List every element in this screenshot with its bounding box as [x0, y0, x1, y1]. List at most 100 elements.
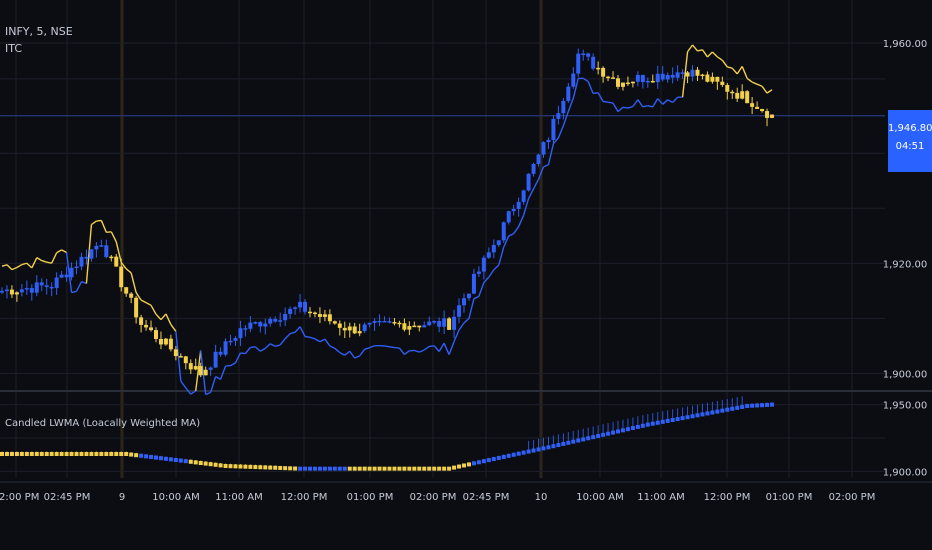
candle-body-45	[223, 341, 228, 355]
candle-body-59	[293, 307, 298, 309]
trailing-line-seg-25	[120, 261, 127, 270]
candle-body-55	[273, 319, 278, 322]
indicator-label[interactable]: ITC	[5, 42, 22, 55]
trailing-line-seg-70	[344, 350, 351, 356]
candle-body-145	[720, 81, 725, 85]
trailing-line-seg-53	[259, 347, 266, 352]
lower-body-12	[59, 452, 64, 456]
candle-body-143	[710, 76, 715, 82]
trailing-line-seg-138	[681, 51, 689, 98]
price-axis-label-1: 1,920.00	[883, 259, 928, 270]
candle-body-115	[571, 73, 576, 87]
trailing-line-seg-55	[269, 343, 276, 347]
candle-body-34	[168, 338, 173, 350]
candle-body-58	[288, 308, 293, 314]
candle-body-118	[586, 53, 591, 57]
candle-body-10	[49, 286, 54, 289]
time-axis-label-2: 9	[119, 492, 125, 503]
trailing-line-seg-143	[706, 51, 713, 58]
lower-body-94	[466, 462, 471, 467]
candle-body-33	[163, 338, 168, 345]
trailing-line-seg-39	[190, 390, 197, 395]
lower-body-116	[576, 438, 581, 443]
trailing-line-seg-38	[185, 387, 192, 395]
candle-body-65	[322, 314, 327, 317]
trailing-line-seg-73	[359, 348, 366, 357]
lower-body-58	[288, 466, 293, 471]
candle-body-94	[466, 293, 471, 299]
lower-body-119	[591, 435, 596, 440]
trailing-line-seg-89	[438, 342, 445, 352]
candle-body-155	[770, 114, 774, 118]
lower-pane-title[interactable]: Candled LWMA (Loacally Weighted MA)	[5, 418, 201, 429]
lower-body-39	[193, 460, 198, 465]
lower-body-79	[392, 466, 397, 471]
trailing-line-seg-40	[195, 350, 202, 391]
trailing-line-seg-9	[41, 259, 47, 263]
lower-body-139	[690, 414, 695, 419]
trailing-line-seg-60	[294, 326, 301, 333]
trailing-line-seg-121	[597, 92, 604, 102]
lower-body-6	[29, 452, 34, 456]
trailing-line-seg-51	[250, 346, 256, 349]
trailing-line-seg-58	[284, 333, 291, 340]
candle-body-35	[173, 349, 178, 357]
trailing-line-seg-153	[756, 83, 763, 87]
trailing-line-seg-54	[264, 343, 271, 349]
candle-body-126	[625, 82, 630, 85]
trailing-line-seg-123	[607, 101, 614, 104]
lower-body-123	[611, 430, 616, 435]
trailing-line-seg-101	[498, 246, 505, 266]
trailing-line-seg-107	[527, 188, 535, 199]
trailing-line-seg-105	[518, 214, 525, 227]
time-axis-label-5: 12:00 PM	[281, 492, 328, 503]
candle-body-135	[670, 74, 675, 78]
candle-body-134	[665, 74, 670, 80]
trailing-line-seg-36	[175, 331, 182, 382]
trailing-line-seg-64	[314, 338, 321, 343]
candle-body-14	[69, 267, 74, 278]
lower-body-71	[352, 466, 357, 471]
lower-body-8	[39, 452, 44, 456]
trailing-line-seg-116	[572, 78, 579, 99]
lower-body-38	[188, 459, 193, 464]
lower-body-97	[481, 459, 486, 464]
candle-body-149	[740, 91, 745, 99]
lower-body-78	[387, 466, 392, 471]
trailing-line-seg-147	[727, 66, 733, 69]
symbol-label[interactable]: INFY, 5, NSE	[5, 25, 73, 38]
candle-body-31	[154, 330, 158, 339]
candle-body-111	[551, 118, 556, 140]
trailing-line-seg-122	[603, 100, 609, 103]
lower-body-107	[531, 448, 536, 453]
lower-body-115	[571, 439, 576, 444]
trailing-line-seg-75	[369, 345, 375, 349]
lower-body-33	[163, 456, 168, 461]
trailing-line-seg-92	[453, 329, 460, 342]
candle-body-141	[700, 74, 705, 77]
candle-body-109	[541, 142, 546, 155]
trailing-line-seg-4	[16, 263, 23, 269]
candle-body-119	[591, 56, 596, 69]
lower-body-65	[322, 466, 327, 471]
candle-body-9	[44, 285, 49, 287]
trailing-line-seg-8	[36, 257, 43, 262]
trailing-line-seg-6	[26, 262, 33, 269]
candle-body-89	[442, 318, 447, 327]
trailing-line-seg-84	[414, 349, 420, 353]
trailing-line-seg-82	[403, 350, 410, 356]
lower-body-54	[268, 465, 273, 470]
trailing-line-seg-1	[1, 264, 8, 267]
time-axis-label-12: 12:00 PM	[704, 492, 751, 503]
trailing-line-seg-106	[522, 198, 530, 216]
candle-body-112	[556, 113, 561, 119]
time-axis-label-7: 02:00 PM	[410, 492, 457, 503]
trailing-line-seg-155	[766, 89, 773, 94]
time-axis-label-0: 02:00 PM	[0, 492, 39, 503]
candle-body-148	[735, 92, 740, 99]
trailing-line-seg-120	[593, 91, 599, 95]
trailing-line-seg-109	[537, 166, 545, 180]
candle-body-131	[650, 80, 655, 83]
candle-body-110	[546, 139, 551, 143]
